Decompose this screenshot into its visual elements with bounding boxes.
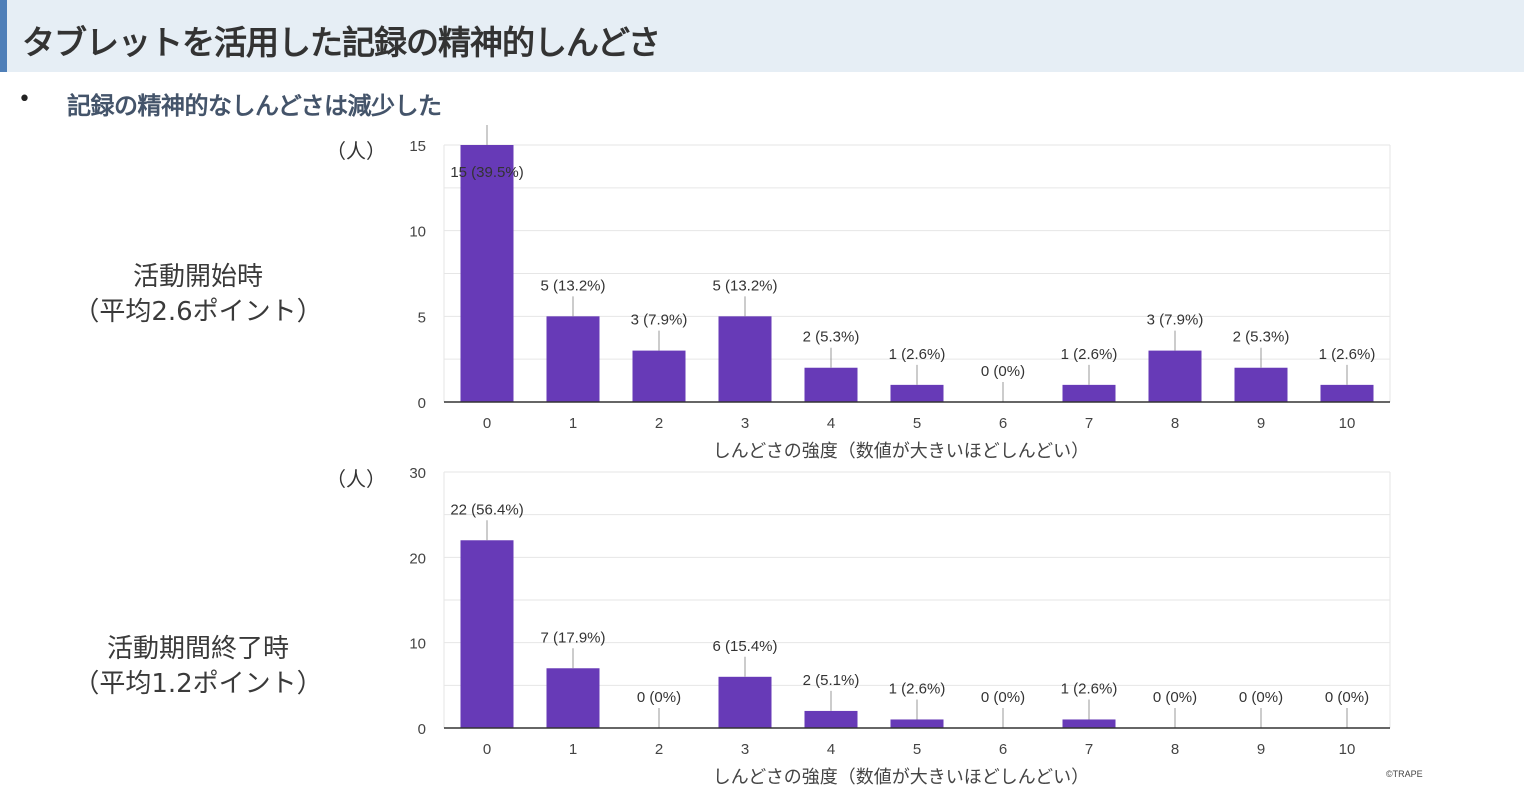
chart2-bar bbox=[804, 710, 858, 728]
chart2-bar bbox=[890, 719, 944, 728]
chart2-data-label: 0 (0%) bbox=[1153, 689, 1197, 706]
chart1-xtick-label: 5 bbox=[913, 415, 921, 432]
chart1-xtick-label: 4 bbox=[827, 415, 835, 432]
chart1-data-label: 3 (7.9%) bbox=[1147, 312, 1204, 329]
chart2-x-axis-title: しんどさの強度（数値が大きいほどしんどい） bbox=[713, 767, 1089, 788]
chart2-data-label: 6 (15.4%) bbox=[712, 638, 777, 655]
chart2-xtick-label: 10 bbox=[1339, 741, 1356, 758]
chart1-data-label: 2 (5.3%) bbox=[803, 329, 860, 346]
chart1-xtick-label: 2 bbox=[655, 415, 663, 432]
chart1-data-label: 0 (0%) bbox=[981, 363, 1025, 380]
chart1-caption: 活動開始時 （平均2.6ポイント） bbox=[48, 260, 348, 330]
chart1-data-label: 3 (7.9%) bbox=[631, 312, 688, 329]
chart1-bar bbox=[890, 384, 944, 402]
chart1-caption-line2: （平均2.6ポイント） bbox=[73, 297, 323, 327]
chart2-data-label: 0 (0%) bbox=[1325, 689, 1369, 706]
chart2-caption-line2: （平均1.2ポイント） bbox=[73, 669, 323, 699]
chart2-ytick-label: 30 bbox=[409, 465, 426, 482]
page-title: タブレットを活用した記録の精神的しんどさ bbox=[22, 23, 661, 62]
bullet-text: 記録の精神的なしんどさは減少した bbox=[67, 92, 442, 120]
copyright-text: ©TRAPE bbox=[1386, 769, 1423, 779]
chart2-data-label: 2 (5.1%) bbox=[803, 672, 860, 689]
chart1-ytick-label: 10 bbox=[409, 224, 426, 241]
chart1-ytick-label: 5 bbox=[418, 309, 426, 326]
chart1-xtick-label: 6 bbox=[999, 415, 1007, 432]
chart1-xtick-label: 9 bbox=[1257, 415, 1265, 432]
chart1-data-label: 2 (5.3%) bbox=[1233, 329, 1290, 346]
chart1-xtick-label: 8 bbox=[1171, 415, 1179, 432]
chart1-xtick-label: 7 bbox=[1085, 415, 1093, 432]
chart2-xtick-label: 7 bbox=[1085, 741, 1093, 758]
chart1-ytick-label: 15 bbox=[409, 138, 426, 155]
chart1-xtick-label: 1 bbox=[569, 415, 577, 432]
chart1-ytick-label: 0 bbox=[418, 395, 426, 412]
chart2-bar bbox=[460, 540, 514, 728]
chart1-bar bbox=[1062, 384, 1116, 402]
chart2-xtick-label: 2 bbox=[655, 741, 663, 758]
chart2-xtick-label: 8 bbox=[1171, 741, 1179, 758]
title-accent-bar bbox=[0, 0, 7, 72]
chart2-xtick-label: 4 bbox=[827, 741, 835, 758]
chart2-data-label: 1 (2.6%) bbox=[1061, 680, 1118, 697]
chart2-bar bbox=[1062, 719, 1116, 728]
chart2-caption-line1: 活動期間終了時 bbox=[106, 634, 289, 664]
chart1-bar bbox=[1320, 384, 1374, 402]
chart2-caption: 活動期間終了時 （平均1.2ポイント） bbox=[48, 632, 348, 702]
chart2-ytick-label: 20 bbox=[409, 550, 426, 567]
chart1-data-label: 1 (2.6%) bbox=[1319, 346, 1376, 363]
chart1-data-label: 1 (2.6%) bbox=[889, 346, 946, 363]
chart2-xtick-label: 0 bbox=[483, 741, 491, 758]
chart2-ytick-label: 10 bbox=[409, 636, 426, 653]
chart1-bar bbox=[460, 145, 514, 402]
chart1-bar bbox=[1234, 367, 1288, 402]
chart1-data-label: 5 (13.2%) bbox=[712, 277, 777, 294]
title-bar: タブレットを活用した記録の精神的しんどさ bbox=[0, 0, 1524, 72]
chart2-data-label: 0 (0%) bbox=[1239, 689, 1283, 706]
chart2-data-label: 22 (56.4%) bbox=[450, 501, 523, 518]
chart2-data-label: 0 (0%) bbox=[981, 689, 1025, 706]
chart1-bar bbox=[632, 350, 686, 402]
chart2-data-label: 7 (17.9%) bbox=[540, 629, 605, 646]
chart2-y-unit-label: （人） bbox=[326, 467, 386, 491]
chart1-xtick-label: 10 bbox=[1339, 415, 1356, 432]
chart2-data-label: 0 (0%) bbox=[637, 689, 681, 706]
chart1-bar bbox=[546, 316, 600, 402]
bullet-marker: • bbox=[18, 87, 31, 112]
chart2-bar bbox=[718, 676, 772, 728]
chart1-xtick-label: 0 bbox=[483, 415, 491, 432]
chart1-x-axis-title: しんどさの強度（数値が大きいほどしんどい） bbox=[713, 441, 1089, 462]
chart1-bar bbox=[804, 367, 858, 402]
chart1-y-unit-label: （人） bbox=[326, 139, 386, 163]
chart2-ytick-label: 0 bbox=[418, 721, 426, 738]
chart2-xtick-label: 5 bbox=[913, 741, 921, 758]
chart1-bar bbox=[1148, 350, 1202, 402]
chart1-data-label: 5 (13.2%) bbox=[540, 277, 605, 294]
chart2-xtick-label: 3 bbox=[741, 741, 749, 758]
chart2-xtick-label: 6 bbox=[999, 741, 1007, 758]
chart1-data-label: 1 (2.6%) bbox=[1061, 346, 1118, 363]
chart1-caption-line1: 活動開始時 bbox=[132, 262, 263, 292]
chart1-bar bbox=[718, 316, 772, 402]
chart2-xtick-label: 9 bbox=[1257, 741, 1265, 758]
chart1-xtick-label: 3 bbox=[741, 415, 749, 432]
chart1-data-label: 15 (39.5%) bbox=[450, 164, 523, 181]
chart2-xtick-label: 1 bbox=[569, 741, 577, 758]
chart2-bar bbox=[546, 668, 600, 728]
chart2-data-label: 1 (2.6%) bbox=[889, 680, 946, 697]
